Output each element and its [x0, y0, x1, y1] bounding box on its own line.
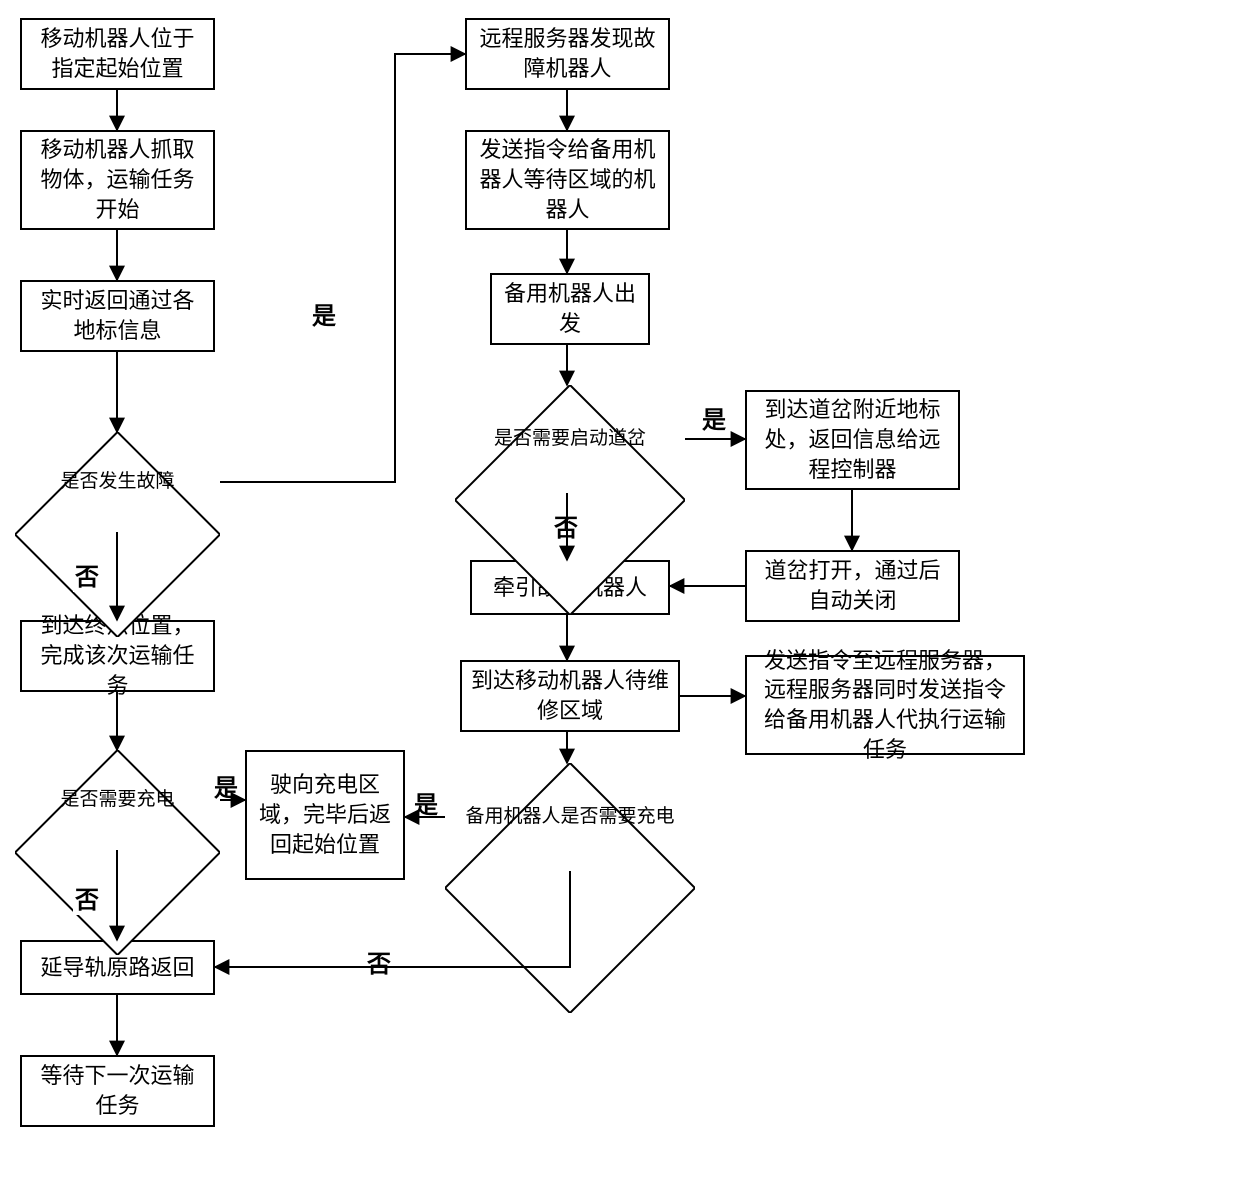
edge-label-d3-yes: 是	[700, 400, 728, 435]
node-n4-text: 到达终点位置，完成该次运输任务	[30, 611, 205, 700]
node-n2: 移动机器人抓取物体，运输任务开始	[20, 130, 215, 230]
edge-label-d3-no: 否	[552, 508, 580, 543]
node-n7-text: 驶向充电区域，完毕后返回起始位置	[255, 770, 395, 859]
node-d3-text: 是否需要启动道岔	[494, 427, 646, 451]
node-n14: 道岔打开，通过后自动关闭	[745, 550, 960, 622]
flowchart-canvas: 移动机器人位于指定起始位置 移动机器人抓取物体，运输任务开始 实时返回通过各地标…	[0, 0, 1240, 1188]
node-n9: 发送指令给备用机器人等待区域的机器人	[465, 130, 670, 230]
node-n12-text: 到达移动机器人待维修区域	[470, 666, 670, 725]
node-d4-text: 备用机器人是否需要充电	[465, 805, 674, 829]
edge-label-d1-yes: 是	[310, 296, 338, 331]
node-n4: 到达终点位置，完成该次运输任务	[20, 620, 215, 692]
node-d1: 是否发生故障	[15, 432, 220, 532]
edge-label-d2-no: 否	[73, 880, 101, 915]
node-n6: 等待下一次运输任务	[20, 1055, 215, 1127]
node-d2-text: 是否需要充电	[60, 788, 174, 812]
edge-label-d1-no: 否	[73, 557, 101, 592]
node-n13-text: 到达道岔附近地标处，返回信息给远程控制器	[755, 395, 950, 484]
node-n10: 备用机器人出发	[490, 273, 650, 345]
node-n15-text: 发送指令至远程服务器，远程服务器同时发送指令给备用机器人代执行运输任务	[755, 646, 1015, 765]
node-n6-text: 等待下一次运输任务	[30, 1061, 205, 1120]
node-n13: 到达道岔附近地标处，返回信息给远程控制器	[745, 390, 960, 490]
node-n11-text: 牵引故障机器人	[493, 573, 647, 603]
edge-label-d4-yes: 是	[412, 785, 440, 820]
node-n8-text: 远程服务器发现故障机器人	[475, 24, 660, 83]
node-n5-text: 延导轨原路返回	[40, 953, 194, 983]
edge-label-d4-no: 否	[365, 944, 393, 979]
node-n11: 牵引故障机器人	[470, 560, 670, 615]
node-n3-text: 实时返回通过各地标信息	[30, 286, 205, 345]
node-n7: 驶向充电区域，完毕后返回起始位置	[245, 750, 405, 880]
node-n8: 远程服务器发现故障机器人	[465, 18, 670, 90]
node-n12: 到达移动机器人待维修区域	[460, 660, 680, 732]
node-n5: 延导轨原路返回	[20, 940, 215, 995]
node-n15: 发送指令至远程服务器，远程服务器同时发送指令给备用机器人代执行运输任务	[745, 655, 1025, 755]
node-d2: 是否需要充电	[15, 750, 220, 850]
node-n14-text: 道岔打开，通过后自动关闭	[755, 556, 950, 615]
node-d1-text: 是否发生故障	[60, 470, 174, 494]
node-n1-text: 移动机器人位于指定起始位置	[30, 24, 205, 83]
node-n9-text: 发送指令给备用机器人等待区域的机器人	[475, 135, 660, 224]
node-n3: 实时返回通过各地标信息	[20, 280, 215, 352]
node-n10-text: 备用机器人出发	[500, 279, 640, 338]
node-n1: 移动机器人位于指定起始位置	[20, 18, 215, 90]
edge-label-d2-yes: 是	[212, 768, 240, 803]
node-d4: 备用机器人是否需要充电	[445, 763, 695, 871]
node-d3: 是否需要启动道岔	[455, 385, 685, 493]
node-n2-text: 移动机器人抓取物体，运输任务开始	[30, 135, 205, 224]
